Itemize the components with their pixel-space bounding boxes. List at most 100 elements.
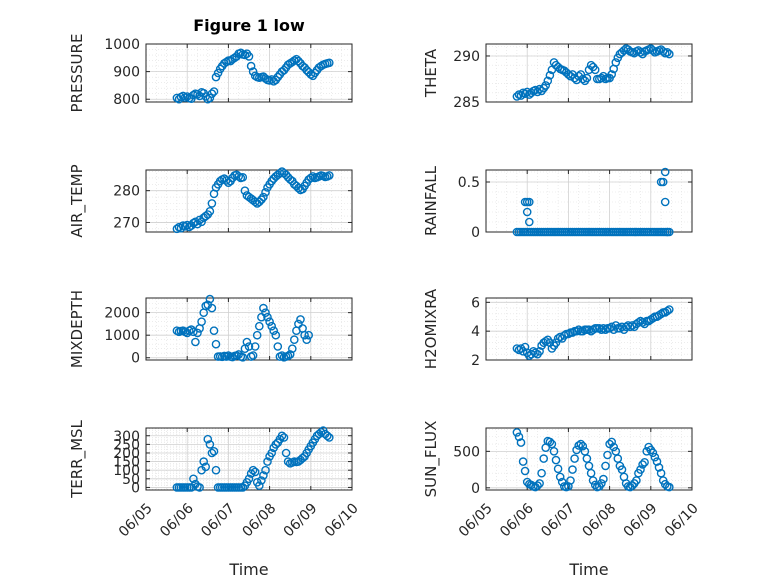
- data-point: [306, 173, 316, 183]
- data-point: [611, 58, 621, 67]
- ylabel-mixdepth: MIXDEPTH: [68, 290, 86, 368]
- data-point: [283, 457, 293, 466]
- data-point: [240, 50, 250, 60]
- x-tick-label: 06/08: [580, 500, 620, 540]
- data-point: [261, 308, 270, 318]
- data-point: [545, 71, 555, 80]
- data-point: [628, 481, 637, 490]
- axes-frame: [485, 297, 693, 361]
- ylabel-terr-msl: TERR_MSL: [68, 419, 87, 498]
- data-point: [663, 306, 672, 316]
- data-point: [205, 93, 215, 103]
- x-tick-label: 06/10: [322, 500, 362, 540]
- data-point: [203, 434, 213, 444]
- data-point: [576, 70, 586, 79]
- axes-mixdepth: 0 1000 2000 MIXDEPTH: [68, 290, 353, 368]
- data-point: [590, 480, 600, 490]
- data-point: [263, 312, 272, 322]
- data-point: [648, 448, 658, 458]
- data-point: [537, 468, 546, 478]
- data-point: [304, 330, 314, 340]
- data-point: [279, 433, 289, 442]
- data-point: [638, 460, 647, 469]
- data-point: [531, 348, 540, 358]
- data-point: [244, 342, 254, 351]
- axes-air-temp: 270 280 AIR_TEMP: [68, 164, 353, 238]
- y-tick-label: 0: [471, 481, 480, 497]
- ylabel-air-temp: AIR_TEMP: [68, 164, 87, 237]
- data-point: [211, 465, 221, 475]
- data-point: [195, 483, 204, 492]
- data-point: [619, 46, 629, 55]
- data-point: [254, 481, 264, 491]
- y-tick-label: 270: [113, 215, 140, 231]
- data-point: [607, 437, 617, 447]
- data-point: [197, 317, 206, 327]
- ylabel-theta: THETA: [422, 48, 440, 98]
- data-point: [265, 317, 274, 327]
- data-point: [660, 197, 670, 207]
- data-point: [242, 337, 252, 347]
- data-point: [663, 48, 672, 57]
- axes-theta: 285 290 THETA: [422, 43, 693, 111]
- data-point: [207, 89, 217, 98]
- data-point: [250, 342, 260, 351]
- data-point: [271, 440, 281, 449]
- data-point: [263, 457, 272, 466]
- data-point: [236, 48, 246, 58]
- data-point: [595, 323, 604, 333]
- data-point: [195, 215, 204, 225]
- data-point: [588, 325, 598, 335]
- data-point: [531, 85, 540, 95]
- axes-h2omixra: 2 4 6 H2OMIXRA: [422, 288, 693, 369]
- data-point: [634, 318, 643, 327]
- y-tick-label: 150: [113, 455, 140, 471]
- data-point: [261, 74, 270, 83]
- y-tick-label: 2000: [104, 306, 140, 322]
- x-tick-label: 06/05: [116, 500, 156, 540]
- data-point: [250, 71, 260, 81]
- data-point: [285, 350, 295, 359]
- data-point: [564, 70, 573, 79]
- data-point: [543, 76, 553, 86]
- data-point: [640, 457, 649, 467]
- ylabel-rainfall: RAINFALL: [422, 165, 440, 236]
- data-point: [599, 474, 608, 484]
- data-point: [520, 342, 530, 352]
- data-point: [254, 321, 264, 331]
- data-point: [588, 476, 598, 485]
- data-point: [281, 448, 291, 458]
- data-point: [516, 438, 526, 447]
- data-point: [271, 330, 281, 340]
- data-point: [248, 465, 258, 475]
- data-point: [238, 352, 248, 362]
- data-point: [244, 52, 254, 61]
- data-point: [308, 172, 318, 181]
- data-point: [525, 197, 534, 207]
- axes-frame: [145, 427, 353, 491]
- data-point: [574, 441, 584, 450]
- data-point: [621, 322, 631, 332]
- data-point: [322, 431, 332, 441]
- data-point: [261, 187, 270, 197]
- axes-rainfall: 0 0.5 RAINFALL: [422, 165, 693, 241]
- data-point: [324, 433, 334, 442]
- data-point: [638, 318, 647, 327]
- data-point: [578, 326, 588, 336]
- data-point: [652, 457, 662, 466]
- data-point: [248, 67, 258, 76]
- data-point: [665, 49, 674, 59]
- data-point: [259, 303, 268, 313]
- ylabel-sun-flux: SUN_FLUX: [422, 421, 441, 498]
- data-point: [607, 70, 617, 79]
- data-point: [597, 479, 606, 488]
- data-point: [557, 477, 567, 487]
- data-point: [257, 476, 266, 485]
- data-point: [539, 454, 549, 463]
- data-point: [191, 337, 200, 347]
- data-point: [302, 335, 312, 345]
- data-point: [209, 446, 219, 456]
- data-point: [553, 464, 563, 474]
- data-point: [267, 448, 277, 458]
- y-tick-label: 0: [471, 225, 480, 241]
